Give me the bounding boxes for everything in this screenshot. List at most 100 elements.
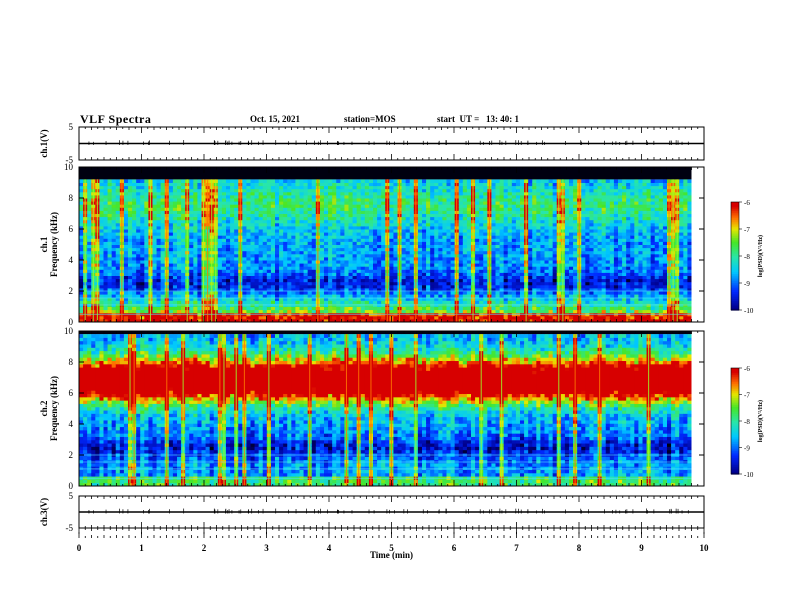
ch1-cell <box>136 222 141 227</box>
ch1-cell <box>254 188 260 193</box>
ch1-cell <box>405 281 411 286</box>
ch1-cell <box>266 269 272 273</box>
ch1-cell <box>328 225 333 230</box>
ch1-cell <box>417 179 423 183</box>
ch1-cell <box>368 250 374 255</box>
ch1-cell <box>295 222 300 227</box>
ch1-cell <box>438 235 443 239</box>
ch1-cell <box>160 294 166 298</box>
ch1-cell <box>87 182 92 187</box>
ch1-cell <box>368 179 374 183</box>
ch1-cell <box>123 275 129 280</box>
ch1-cell <box>368 182 374 187</box>
ch1-cell <box>258 272 264 276</box>
ch1-cell <box>168 238 174 242</box>
ch1-cell <box>287 272 292 276</box>
ch1-cell <box>168 284 174 289</box>
ch1-cell <box>168 256 174 261</box>
ch1-cell <box>479 275 484 280</box>
ch1-cell <box>430 241 435 245</box>
ch1-cell <box>193 284 198 289</box>
ch1-cell <box>270 222 276 227</box>
ch1-cell <box>426 244 431 249</box>
ch1-cell <box>258 222 264 227</box>
ch1-cell <box>450 225 456 230</box>
ch1-cell <box>442 232 447 236</box>
ch1-cell <box>446 191 452 196</box>
ch1-cell <box>270 204 276 208</box>
ch1-cell <box>230 253 235 258</box>
ch1-cell <box>115 318 121 323</box>
ch1-cell <box>262 291 268 295</box>
ch1-cell <box>393 256 398 261</box>
ch1-cell <box>483 210 488 214</box>
ch1-cell <box>287 275 292 280</box>
ch1-cell <box>266 232 272 236</box>
ch1-cell <box>340 309 345 314</box>
ch1-cell <box>246 318 251 323</box>
ch1-cell <box>377 191 382 196</box>
ch1-cell <box>324 250 329 255</box>
ch1-cell <box>254 238 260 242</box>
ch1-cell <box>258 318 264 323</box>
ch1-cell <box>401 232 407 236</box>
ch1-cell <box>103 182 109 187</box>
ch1-cell <box>389 253 394 258</box>
ch1-cell <box>250 260 256 264</box>
ch1-cell <box>177 281 182 286</box>
ch1-cell <box>189 266 194 270</box>
ch1-cell <box>409 247 415 252</box>
ch1-cell <box>389 204 394 208</box>
ch1-cell <box>430 247 435 252</box>
ch1-cell <box>328 216 333 221</box>
ch1-spectrogram-cells <box>79 179 692 323</box>
ch1-cell <box>430 287 435 292</box>
ch1-cell <box>193 281 198 286</box>
ch1-cell <box>426 194 431 199</box>
ch1-cell <box>144 309 149 314</box>
ch1-cell <box>156 281 162 286</box>
ch1-cell <box>156 191 162 196</box>
ch1-cell <box>311 306 317 311</box>
ch1-cell <box>491 300 496 304</box>
ch1-cell <box>405 225 411 230</box>
ch1-cell <box>217 275 223 280</box>
ch1-cell <box>373 182 378 187</box>
ch1-cell <box>377 281 382 286</box>
ch1-cell <box>266 225 272 230</box>
ch1-cell <box>250 244 256 249</box>
ch1-cell <box>123 229 129 233</box>
ch1-cell <box>373 275 378 280</box>
ch1-cell <box>128 260 133 264</box>
ch1-cell <box>360 253 366 258</box>
ch1-cell <box>368 213 374 218</box>
ch1-cell <box>156 247 162 252</box>
ch1-cell <box>393 278 398 283</box>
ch1-cell <box>450 287 456 292</box>
ch1-cell <box>99 266 104 270</box>
ch1-cell <box>99 263 104 267</box>
ch1-cell <box>283 309 288 314</box>
ch1-cell <box>152 241 158 245</box>
ch1-cell <box>458 315 464 320</box>
ch1-cell <box>115 278 121 283</box>
ch1-cell <box>291 225 296 230</box>
ch1-cell <box>246 185 251 190</box>
ch1-cell <box>356 278 362 283</box>
ch1-cell <box>197 222 202 227</box>
ch1-cell <box>462 306 468 311</box>
ch1-cell <box>479 318 484 323</box>
ch1-cell <box>152 201 158 205</box>
ch1-cell <box>422 297 427 301</box>
ch1-cell <box>368 272 374 276</box>
ch1-cell <box>475 244 480 249</box>
ch1-cell <box>250 198 256 202</box>
ch1-cell <box>438 185 443 190</box>
ch1-cell <box>332 201 337 205</box>
ch1-cell <box>103 281 109 286</box>
ch1-cell <box>417 291 423 295</box>
ch1-cell <box>340 300 345 304</box>
ch1-cell <box>160 297 166 301</box>
ch1-cell <box>279 191 284 196</box>
ch1-cell <box>140 260 145 264</box>
